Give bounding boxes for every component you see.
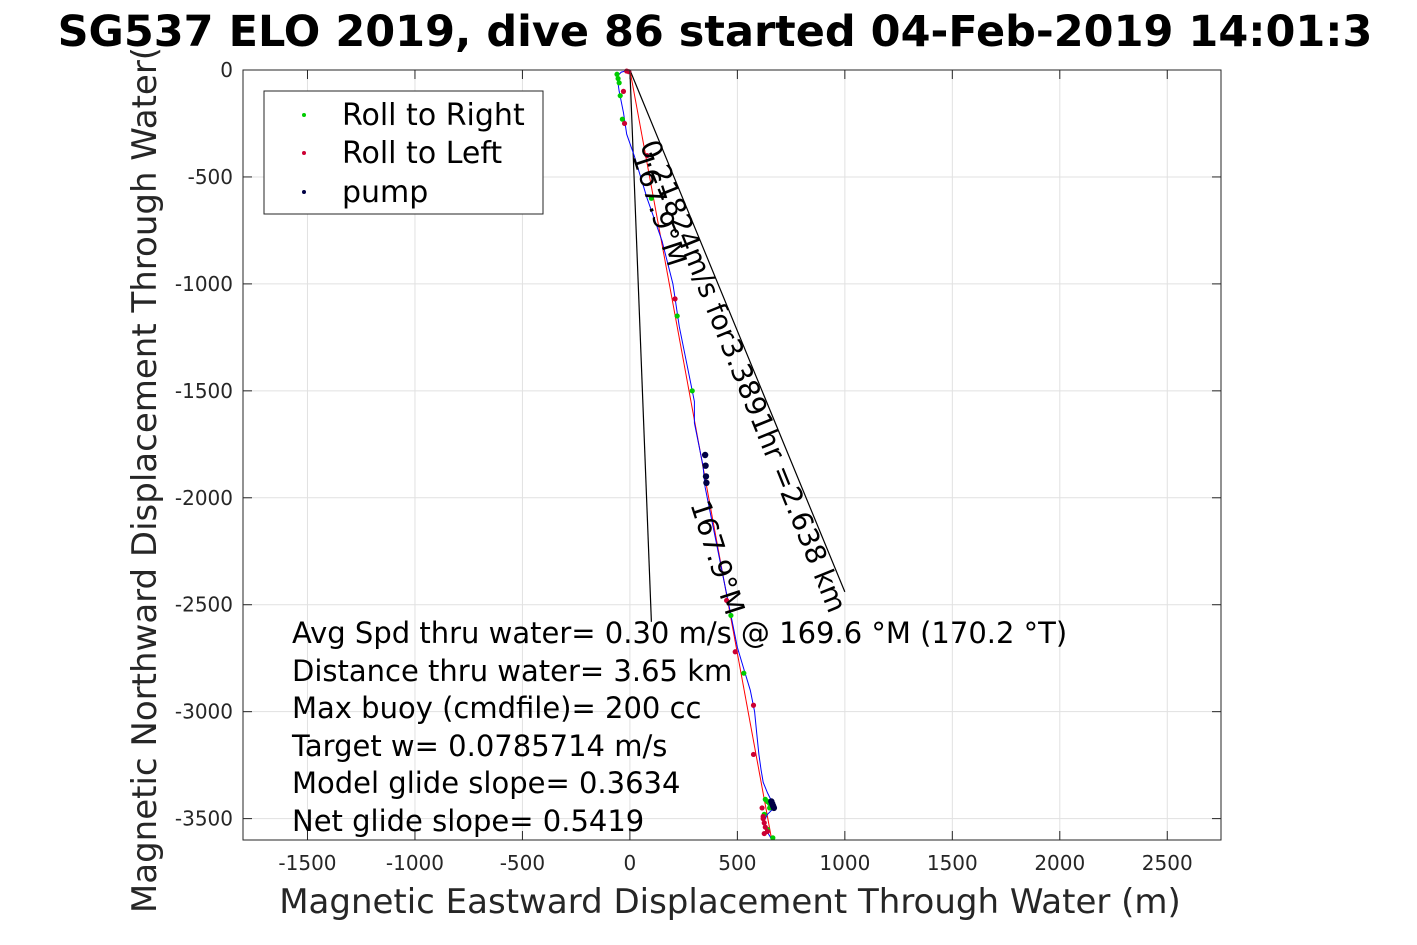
roll-right-point <box>728 612 734 619</box>
x-tick-label: 1500 <box>927 851 978 875</box>
legend-marker-roll-right <box>302 113 306 117</box>
x-tick-label: 0 <box>624 851 637 875</box>
y-tick-label: -2000 <box>175 486 233 510</box>
heading-wedge-line-2 <box>629 69 846 593</box>
roll-left-point <box>750 751 757 758</box>
x-tick-label: 1000 <box>819 851 870 875</box>
roll-left-point <box>750 702 757 708</box>
legend: Roll to Right Roll to Left pump <box>263 90 544 215</box>
legend-box <box>263 90 544 215</box>
x-tick-label: -500 <box>500 851 545 875</box>
y-tick-label: -3000 <box>175 700 233 724</box>
info-max-buoy: Max buoy (cmdfile)= 200 cc <box>292 691 701 725</box>
legend-label-roll-right: Roll to Right <box>342 98 525 133</box>
info-net-glide-slope: Net glide slope= 0.5419 <box>292 804 644 838</box>
series-layer <box>614 68 846 841</box>
roll-right-point <box>689 388 695 394</box>
roll-right-point <box>617 93 623 99</box>
roll-left-point <box>621 120 628 127</box>
y-tick-label: 0 <box>220 58 233 82</box>
grid <box>243 69 1221 840</box>
info-distance: Distance thru water= 3.65 km <box>292 654 732 688</box>
pump-point <box>702 462 709 469</box>
roll-right-point <box>614 71 620 77</box>
info-avg-speed: Avg Spd thru water= 0.30 m/s @ 169.6 °M … <box>292 616 1067 650</box>
pump-point <box>770 804 778 812</box>
roll-left-point <box>762 824 768 830</box>
x-tick-label: 2500 <box>1142 851 1193 875</box>
y-tick-label: -1000 <box>175 272 233 296</box>
legend-marker-pump <box>302 190 306 194</box>
roll-right-point <box>741 670 747 676</box>
roll-left-point <box>761 830 767 837</box>
legend-label-roll-left: Roll to Left <box>342 136 502 171</box>
pump-point <box>701 451 709 459</box>
heading-wedge-line-1 <box>629 69 652 622</box>
info-target-w: Target w= 0.0785714 m/s <box>291 729 667 763</box>
x-tick-label: 500 <box>718 851 756 875</box>
pump-point <box>703 479 710 487</box>
x-tick-label: -1000 <box>386 851 444 875</box>
y-tick-label: -500 <box>188 165 233 189</box>
info-text-block: Avg Spd thru water= 0.30 m/s @ 169.6 °M … <box>291 616 1067 838</box>
roll-right-point <box>770 835 776 841</box>
roll-left-point <box>672 296 678 302</box>
y-tick-label: -2500 <box>175 593 233 617</box>
x-tick-label: 2000 <box>1034 851 1085 875</box>
axes-frame <box>242 69 1222 841</box>
roll-left-point <box>760 816 766 822</box>
roll-right-point <box>619 116 625 122</box>
x-tick-label: -1500 <box>278 851 336 875</box>
legend-marker-roll-left <box>302 151 306 155</box>
roll-left-point <box>724 597 730 604</box>
info-model-glide-slope: Model glide slope= 0.3634 <box>292 766 680 800</box>
y-tick-label: -1500 <box>175 379 233 403</box>
ticks: -1500 -1000 -500 0 500 1000 1500 2000 2500 0 -500 -… <box>175 58 1221 875</box>
chart-title: SG537 ELO 2019, dive 86 started 04-Feb-2… <box>58 7 1373 57</box>
roll-left-point <box>732 649 738 655</box>
roll-left-point <box>759 805 765 811</box>
y-axis-label: Magnetic Northward Displacement Through … <box>125 47 165 913</box>
roll-right-point <box>616 80 622 86</box>
roll-left-point <box>644 152 650 159</box>
legend-label-pump: pump <box>342 175 428 210</box>
roll-right-point <box>674 313 680 319</box>
pump-point <box>702 473 710 480</box>
y-tick-label: -3500 <box>175 807 233 831</box>
roll-left-point <box>620 88 627 94</box>
roll-left-point <box>761 820 767 826</box>
x-axis-label: Magnetic Eastward Displacement Through W… <box>279 882 1181 922</box>
roll-right-point <box>615 75 621 82</box>
roll-right-point <box>648 195 654 201</box>
